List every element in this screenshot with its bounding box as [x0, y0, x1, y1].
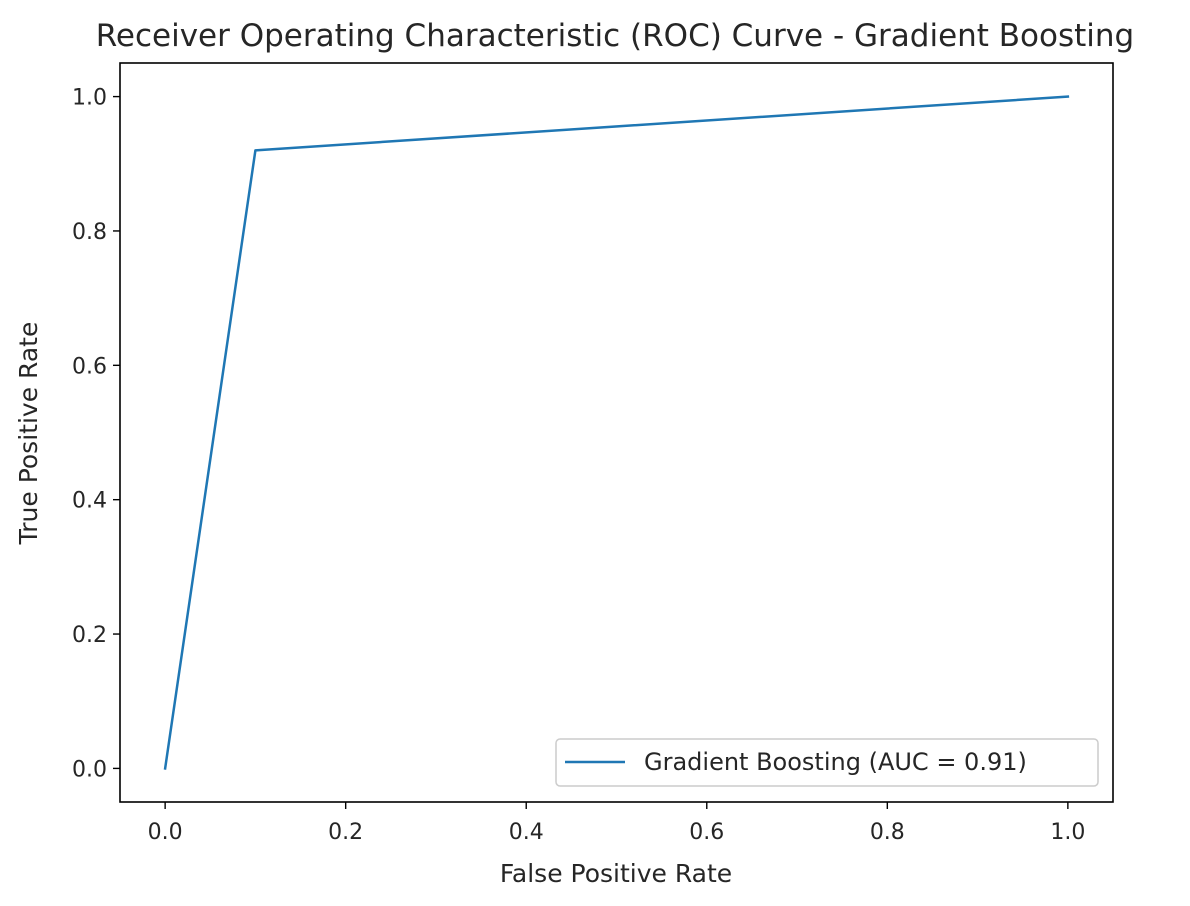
x-tick-label: 0.2	[328, 820, 363, 845]
x-tick-label: 0.4	[509, 820, 544, 845]
chart-title: Receiver Operating Characteristic (ROC) …	[96, 18, 1135, 54]
legend: Gradient Boosting (AUC = 0.91)	[555, 738, 1099, 787]
y-axis-label: True Positive Rate	[14, 322, 43, 546]
y-tick-label: 0.0	[72, 757, 107, 782]
series-line-0	[163, 95, 1070, 770]
x-axis-label: False Positive Rate	[500, 859, 732, 888]
y-tick-label: 1.0	[72, 86, 107, 111]
x-tick-label: 0.6	[689, 820, 724, 845]
y-tick-label: 0.4	[72, 489, 107, 514]
x-tick-label: 0.0	[148, 820, 183, 845]
y-axis-ticks: 0.0 0.2 0.4 0.6 0.8 1.0	[72, 86, 120, 782]
x-tick-label: 0.8	[870, 820, 905, 845]
x-axis-ticks: 0.0 0.2 0.4 0.6 0.8 1.0	[148, 802, 1085, 845]
legend-label: Gradient Boosting (AUC = 0.91)	[644, 748, 1027, 776]
y-tick-label: 0.6	[72, 354, 107, 379]
legend-box	[555, 738, 1099, 787]
x-tick-label: 1.0	[1050, 820, 1085, 845]
series-layer	[163, 95, 1070, 770]
y-tick-label: 0.8	[72, 220, 107, 245]
axes-frame	[119, 62, 1114, 803]
y-tick-label: 0.2	[72, 623, 107, 648]
